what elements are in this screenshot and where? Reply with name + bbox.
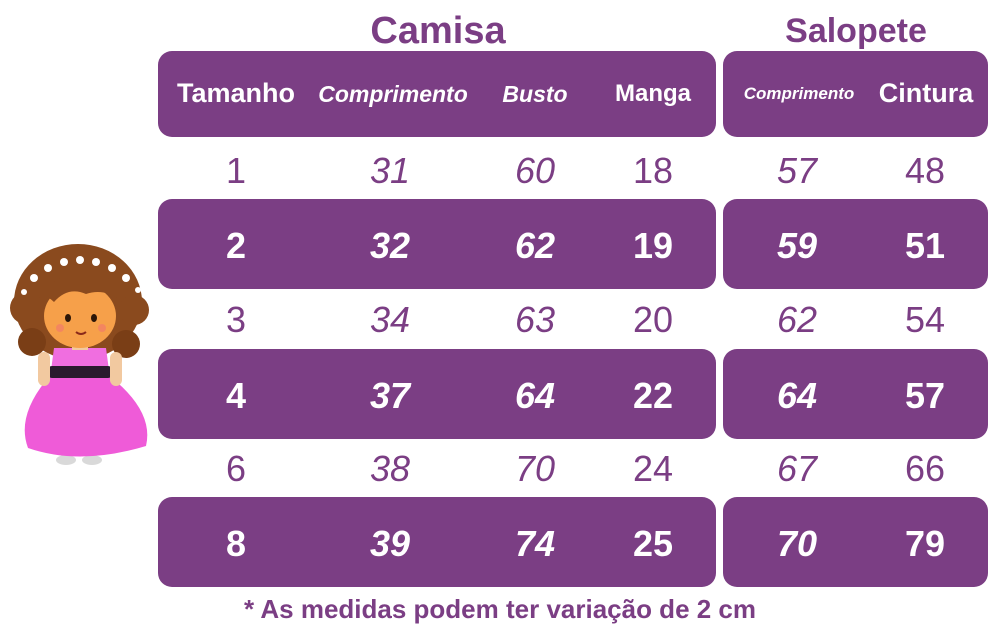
cell-cintura: 79 (904, 523, 946, 564)
cell-cintura: 51 (904, 225, 946, 266)
cell-comprimento: 37 (369, 375, 411, 416)
cell-salopete-comprimento: 67 (776, 448, 818, 489)
cell-tamanho: 6 (225, 448, 247, 489)
cell-tamanho: 1 (225, 150, 247, 191)
salopete-row-band (723, 349, 988, 439)
cell-salopete-comprimento: 62 (776, 299, 818, 340)
camisa-row-band (158, 497, 716, 587)
cell-manga: 22 (632, 375, 674, 416)
cell-tamanho: 2 (225, 225, 247, 266)
cell-salopete-comprimento: 59 (776, 225, 818, 266)
girl-in-pink-dress-icon (10, 244, 149, 465)
cell-busto: 64 (514, 375, 556, 416)
salopete-section-title: Salopete (785, 12, 927, 50)
cell-busto: 74 (514, 523, 556, 564)
header-busto: Busto (502, 81, 568, 107)
salopete-row-band (723, 497, 988, 587)
cell-comprimento: 38 (369, 448, 411, 489)
camisa-header-band (158, 51, 716, 137)
cell-tamanho: 4 (225, 375, 247, 416)
header-salopete-comprimento: Comprimento (743, 84, 855, 103)
cell-cintura: 54 (904, 299, 946, 340)
cell-busto: 70 (514, 448, 556, 489)
cell-salopete-comprimento: 70 (776, 523, 818, 564)
cell-tamanho: 3 (225, 299, 247, 340)
cell-busto: 60 (514, 150, 556, 191)
cell-cintura: 48 (904, 150, 946, 191)
cell-tamanho: 8 (225, 523, 247, 564)
cell-manga: 18 (632, 150, 674, 191)
cell-manga: 20 (632, 299, 674, 340)
camisa-row-band (158, 349, 716, 439)
header-tamanho: Tamanho (176, 78, 295, 108)
cell-comprimento: 39 (369, 523, 411, 564)
cell-comprimento: 34 (369, 299, 411, 340)
cell-busto: 62 (514, 225, 556, 266)
cell-comprimento: 32 (369, 225, 411, 266)
cell-salopete-comprimento: 57 (776, 150, 818, 191)
cell-manga: 24 (632, 448, 674, 489)
cell-busto: 63 (514, 299, 556, 340)
header-manga: Manga (614, 80, 691, 107)
cell-cintura: 66 (904, 448, 946, 489)
cell-salopete-comprimento: 64 (776, 375, 818, 416)
salopete-header-band (723, 51, 988, 137)
camisa-section-title: Camisa (370, 10, 506, 52)
cell-comprimento: 31 (369, 150, 411, 191)
header-cintura: Cintura (878, 78, 974, 108)
cell-cintura: 57 (904, 375, 946, 416)
footnote: * As medidas podem ter variação de 2 cm (243, 594, 757, 624)
salopete-row-band (723, 199, 988, 289)
cell-manga: 19 (632, 225, 674, 266)
camisa-row-band (158, 199, 716, 289)
header-camisa-comprimento: Comprimento (318, 81, 468, 107)
cell-manga: 25 (632, 523, 674, 564)
